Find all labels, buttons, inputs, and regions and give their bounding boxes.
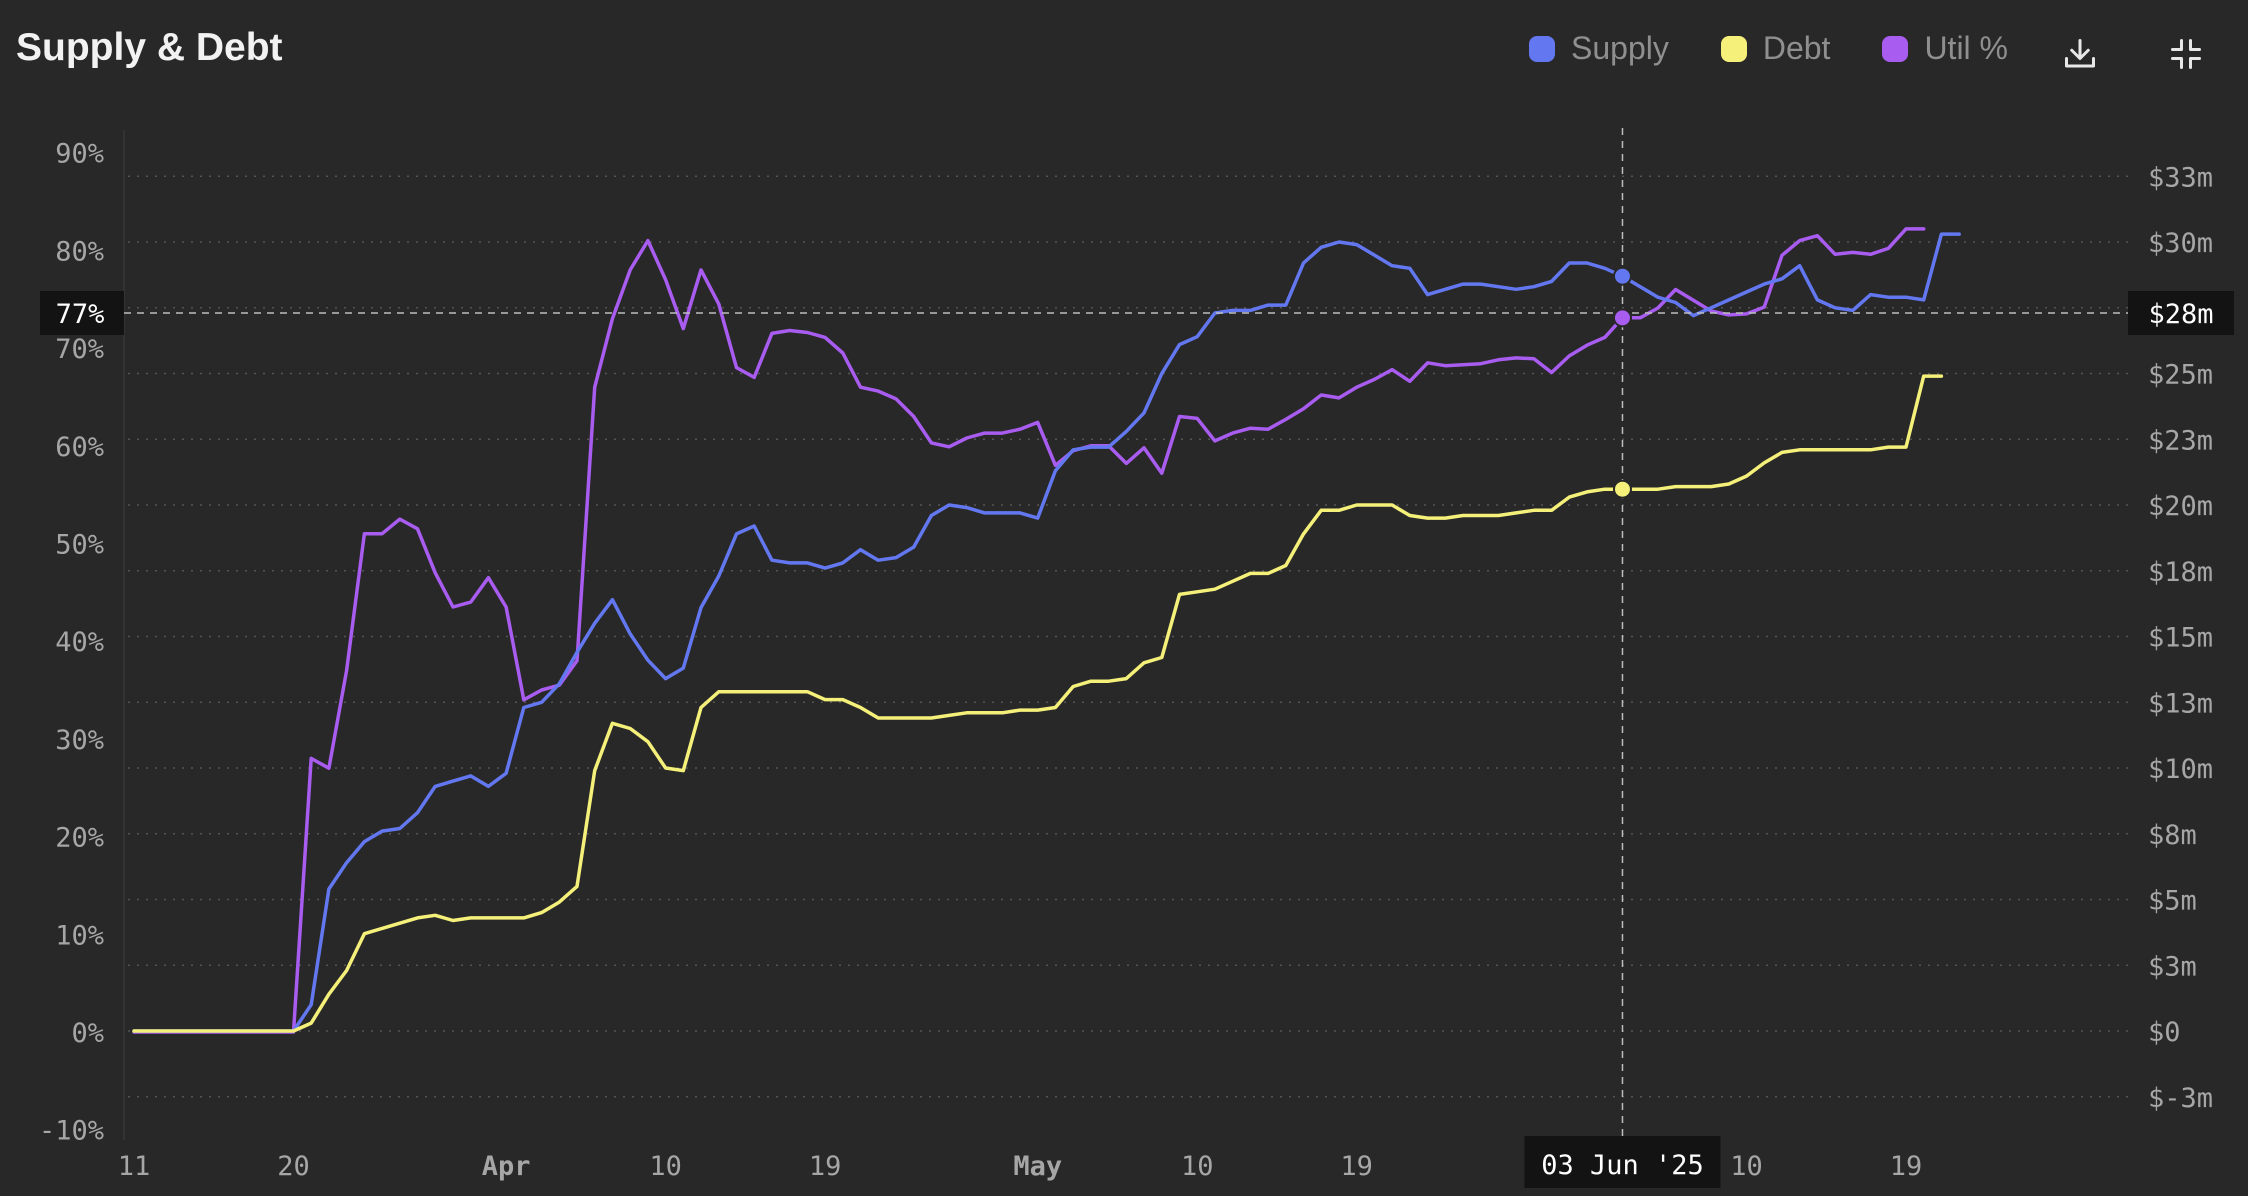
legend-item-util[interactable]: Util % bbox=[1882, 30, 2008, 67]
x-tick-label: 19 bbox=[1890, 1151, 1923, 1182]
y-right-tick-label: $-3m bbox=[2148, 1083, 2213, 1114]
date-label: 03 Jun '25 bbox=[1541, 1150, 1704, 1181]
series-line-util bbox=[132, 227, 1926, 1034]
y-right-tick-label: $30m bbox=[2148, 228, 2213, 259]
y-right-tick-label: $20m bbox=[2148, 491, 2213, 522]
y-left-tick-label: 90% bbox=[55, 139, 104, 170]
legend-item-debt[interactable]: Debt bbox=[1720, 30, 1831, 67]
legend-item-supply[interactable]: Supply bbox=[1529, 30, 1669, 67]
y-left-tick-label: 10% bbox=[55, 920, 104, 951]
right-value-badge bbox=[2128, 291, 2234, 336]
legend: Supply Debt Util % bbox=[1529, 30, 2008, 67]
left-value-badge bbox=[40, 291, 124, 336]
y-right-tick-label: $33m bbox=[2148, 162, 2213, 193]
x-tick-label: 20 bbox=[277, 1151, 310, 1182]
y-left-tick-label: 40% bbox=[55, 627, 104, 658]
series-line-supply bbox=[132, 232, 1961, 1033]
y-right-tick-label: $25m bbox=[2148, 360, 2213, 391]
collapse-button[interactable] bbox=[2160, 28, 2212, 80]
x-tick-label: 10 bbox=[1181, 1151, 1214, 1182]
supply-swatch bbox=[1529, 35, 1555, 62]
hover-marker-debt bbox=[1612, 479, 1632, 499]
legend-label-debt: Debt bbox=[1762, 30, 1831, 66]
y-left-tick-label: 0% bbox=[71, 1018, 104, 1049]
date-badge bbox=[1524, 1136, 1721, 1188]
debt-swatch bbox=[1720, 35, 1747, 62]
y-left-tick-label: 50% bbox=[55, 530, 104, 561]
y-right-tick-label: $8m bbox=[2148, 820, 2197, 851]
y-left-tick-label: 80% bbox=[55, 236, 104, 267]
y-right-tick-label: $18m bbox=[2148, 557, 2213, 588]
y-right-tick-label: $3m bbox=[2148, 951, 2197, 982]
x-tick-label: Apr bbox=[482, 1151, 531, 1182]
y-right-tick-label: $23m bbox=[2148, 425, 2213, 456]
util-swatch bbox=[1882, 35, 1909, 62]
right-value-label: $28m bbox=[2148, 299, 2213, 330]
y-right-tick-label: $5m bbox=[2148, 886, 2197, 917]
x-tick-label: 19 bbox=[1340, 1151, 1373, 1182]
x-tick-label: 10 bbox=[1730, 1151, 1763, 1182]
download-icon bbox=[2065, 39, 2095, 68]
hover-marker-supply bbox=[1612, 266, 1632, 286]
y-left-tick-label: -10% bbox=[39, 1116, 104, 1147]
y-left-tick-label: 30% bbox=[55, 725, 104, 756]
x-tick-label: May bbox=[1013, 1151, 1062, 1182]
download-button[interactable] bbox=[2054, 28, 2106, 80]
legend-label-util: Util % bbox=[1924, 30, 2008, 66]
y-left-tick-label: 60% bbox=[55, 432, 104, 463]
y-right-tick-label: $10m bbox=[2148, 754, 2213, 785]
x-tick-label: 10 bbox=[649, 1151, 682, 1182]
x-tick-label: 11 bbox=[118, 1151, 151, 1182]
y-right-tick-label: $15m bbox=[2148, 623, 2213, 654]
hover-marker-util bbox=[1612, 308, 1632, 328]
y-left-tick-label: 70% bbox=[55, 334, 104, 365]
x-tick-label: 19 bbox=[809, 1151, 842, 1182]
left-value-label: 77% bbox=[56, 299, 105, 330]
y-right-tick-label: $13m bbox=[2148, 688, 2213, 719]
y-left-tick-label: 20% bbox=[55, 823, 104, 854]
legend-label-supply: Supply bbox=[1571, 30, 1669, 66]
collapse-icon bbox=[2171, 39, 2201, 69]
series-line-debt bbox=[132, 374, 1944, 1033]
y-right-tick-label: $0 bbox=[2148, 1017, 2181, 1048]
chart-title: Supply & Debt bbox=[16, 26, 283, 69]
